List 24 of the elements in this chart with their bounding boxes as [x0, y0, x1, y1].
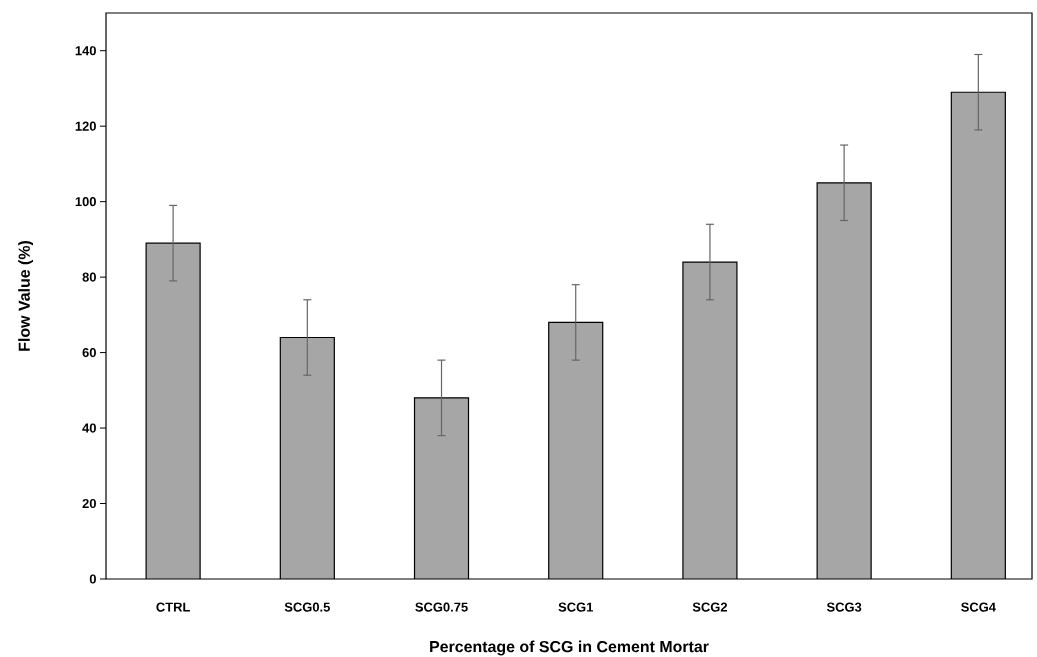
y-tick-label: 120 — [75, 121, 96, 131]
x-tick-label: SCG1 — [558, 602, 593, 612]
bar — [145, 242, 201, 579]
bar — [413, 397, 470, 579]
y-tick-label: 0 — [89, 574, 96, 584]
y-tick-label: 140 — [75, 46, 96, 56]
x-tick-label: SCG4 — [961, 602, 996, 612]
y-tick-label: 100 — [75, 197, 96, 207]
x-tick-label: SCG0.75 — [415, 602, 468, 612]
bar — [950, 91, 1006, 579]
x-tick-label: SCG2 — [692, 602, 728, 612]
bar — [682, 261, 738, 579]
x-tick-label: SCG0.5 — [284, 602, 330, 612]
y-tick-label: 60 — [82, 348, 96, 358]
y-tick-label: 20 — [82, 498, 96, 509]
bar — [816, 182, 872, 579]
y-tick-label: 40 — [82, 423, 96, 433]
y-tick-label: 80 — [82, 272, 96, 282]
y-axis-title: Flow Value (%) — [18, 240, 34, 351]
bar — [548, 321, 604, 579]
x-tick-label: SCG3 — [826, 602, 862, 612]
x-axis-title: Percentage of SCG in Cement Mortar — [430, 640, 709, 656]
x-tick-label: CTRL — [156, 602, 190, 612]
bar — [279, 336, 335, 579]
